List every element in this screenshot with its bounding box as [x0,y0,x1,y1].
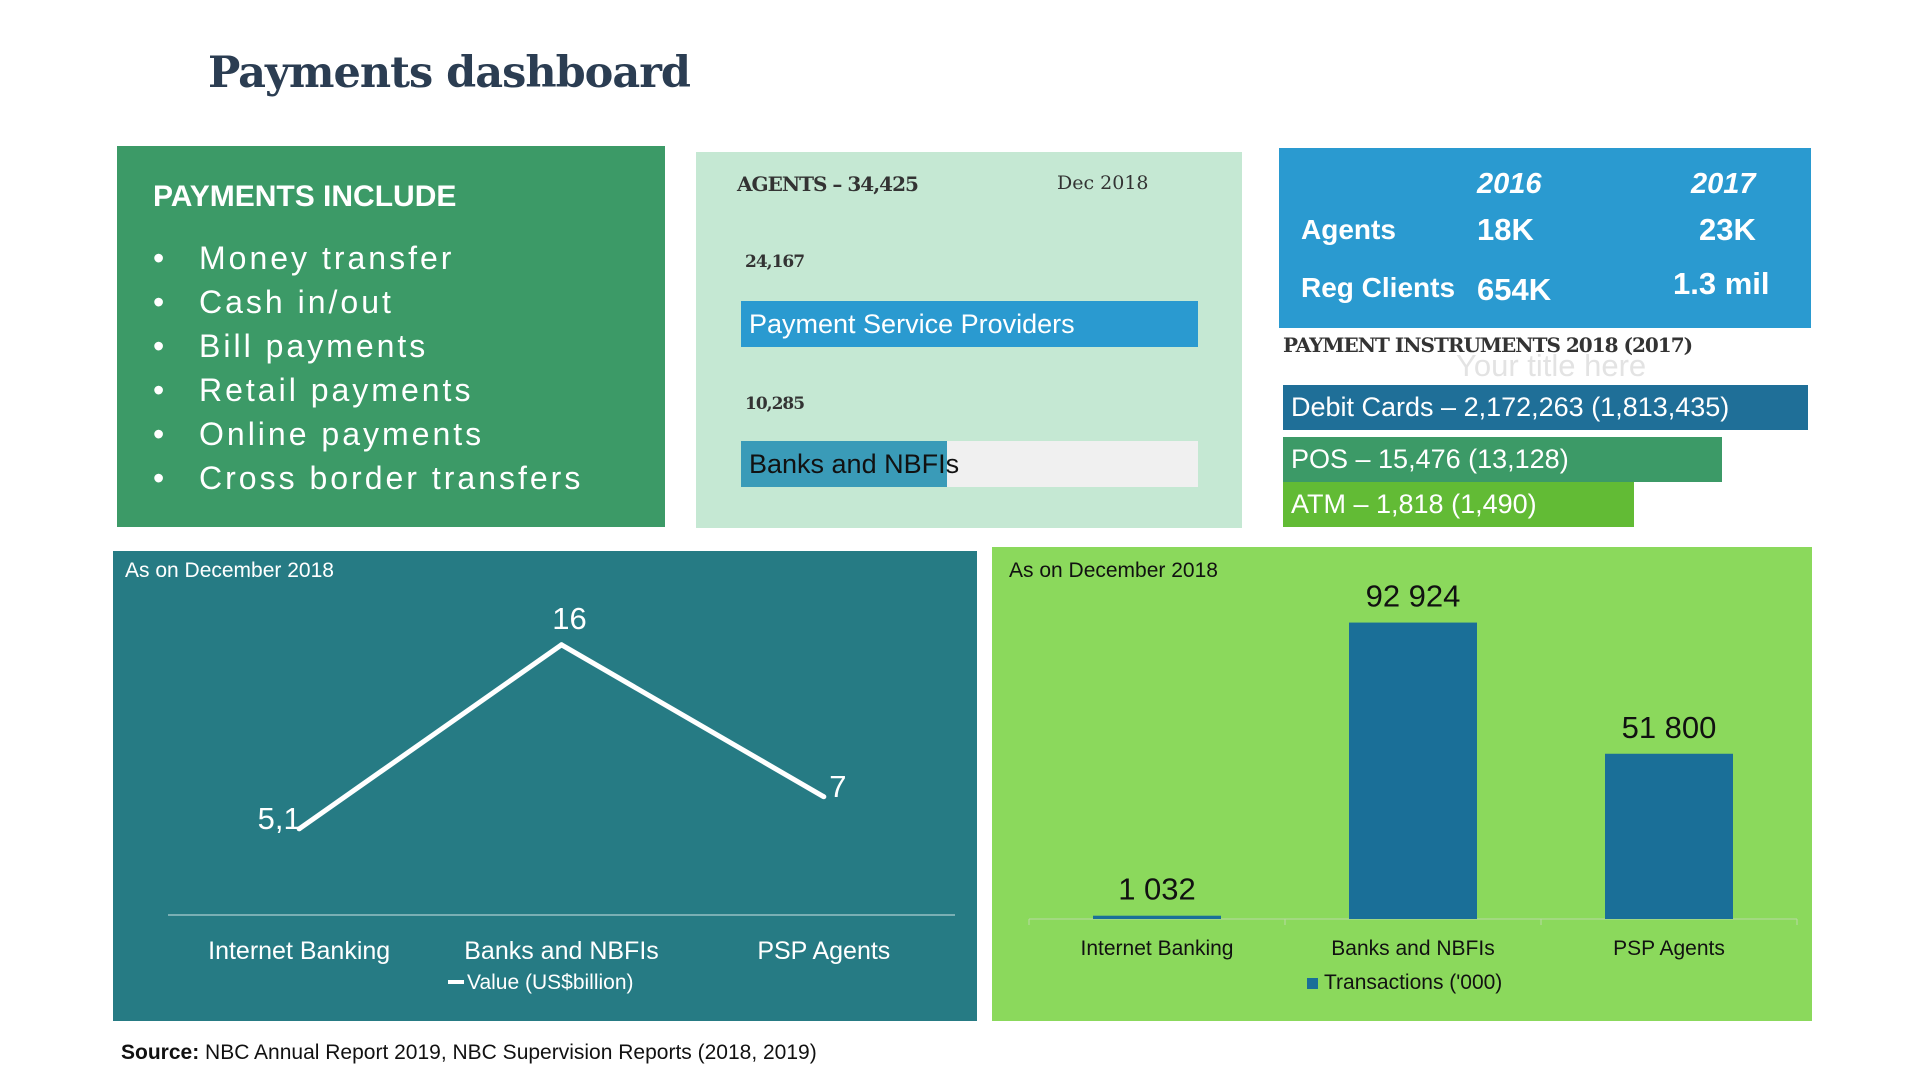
payments-include-item-label: Bill payments [199,328,429,364]
value-x-tick-label: PSP Agents [757,937,890,965]
payments-include-list: • Money transfer • Cash in/out • Bill payment… [153,236,583,500]
value-data-label: 7 [829,769,846,804]
instruments-title: PAYMENT INSTRUMENTS 2018 (2017) [1283,333,1693,357]
source-note: Source: NBC Annual Report 2019, NBC Supe… [121,1041,817,1065]
transactions-x-tick-label: Banks and NBFIs [1331,937,1494,960]
stats-year-2017: 2017 [1691,168,1756,200]
payments-include-item: • Money transfer [153,236,583,280]
transactions-legend-swatch [1307,978,1318,989]
value-data-point [821,794,827,800]
payments-include-item: • Retail payments [153,368,583,412]
value-legend-label: Value (US$billion) [467,971,634,994]
bullet-icon: • [153,284,168,320]
banks-agents-bar: Banks and NBFIs [741,441,1198,487]
transactions-x-tick-label: Internet Banking [1081,937,1234,960]
transactions-data-label: 1 032 [1118,872,1196,907]
payments-include-panel: PAYMENTS INCLUDE • Money transfer • Cash in… [117,146,665,527]
value-legend-swatch [448,980,464,984]
transactions-x-tick-label: PSP Agents [1613,937,1725,960]
stats-reg-clients-2017: 1.3 mil [1673,266,1770,301]
instrument-bar-atm: ATM – 1,818 (1,490) [1283,482,1634,527]
payments-include-item-label: Online payments [199,416,485,452]
stats-row-agents-label: Agents [1301,214,1396,245]
value-series-line [297,642,826,831]
payments-include-item-label: Cross border transfers [199,460,584,496]
transactions-legend-label: Transactions ('000) [1324,971,1502,994]
value-chart-subtitle: As on December 2018 [125,559,334,582]
banks-agents-value: 10,285 [745,394,805,414]
value-x-tick-label: Internet Banking [208,937,390,965]
bullet-icon: • [153,460,168,496]
payments-include-item: • Cash in/out [153,280,583,324]
stats-year-2016: 2016 [1477,168,1542,200]
transactions-bar [1349,622,1477,919]
stats-row-reg-clients-label: Reg Clients [1301,272,1456,303]
transactions-bar-chart-panel: 1 032 92 924 51 800 Internet Banking Banks a… [992,547,1812,1021]
stats-agents-2017: 23K [1699,212,1756,247]
instruments-placeholder-title: Your title here [1456,348,1647,383]
payments-include-item-label: Retail payments [199,372,474,408]
agents-panel: AGENTS – 34,425 Dec 2018 24,167 Payment … [696,152,1242,528]
payments-include-item: • Bill payments [153,324,583,368]
payments-include-item: • Online payments [153,412,583,456]
value-line-chart: 5,1 16 7 Internet Banking Banks and NBFIs PSP… [168,601,955,994]
transactions-bar [1093,915,1221,919]
stats-reg-clients-2016: 654K [1477,272,1552,307]
page-title: Payments dashboard [208,48,691,98]
transactions-data-label: 92 924 [1366,579,1461,614]
value-data-label: 5,1 [258,801,301,836]
payments-include-heading: PAYMENTS INCLUDE [153,180,457,213]
psp-agents-bar-fill [741,301,1198,347]
agents-date: Dec 2018 [1057,172,1149,194]
value-line-chart-panel: 5,1 16 7 Internet Banking Banks and NBFIs PSP… [113,551,977,1021]
instrument-bar-debit-cards: Debit Cards – 2,172,263 (1,813,435) [1283,385,1808,430]
psp-agents-bar: Payment Service Providers [741,301,1198,347]
bullet-icon: • [153,240,168,276]
bullet-icon: • [153,416,168,452]
psp-agents-label: Payment Service Providers [749,309,1075,339]
stats-agents-2016: 18K [1477,212,1534,247]
source-label: Source: [121,1041,200,1064]
value-data-label: 16 [552,601,586,636]
bullet-icon: • [153,372,168,408]
transactions-bar-chart: 1 032 92 924 51 800 Internet Banking Banks a… [1028,579,1798,994]
bullet-icon: • [153,328,168,364]
transactions-chart-subtitle: As on December 2018 [1009,559,1218,582]
agents-title: AGENTS – 34,425 [737,172,919,196]
value-x-tick-label: Banks and NBFIs [464,937,659,965]
transactions-bar [1605,753,1733,919]
payments-include-item-label: Cash in/out [199,284,394,320]
psp-agents-value: 24,167 [745,252,805,272]
value-data-point [296,826,302,832]
value-data-point [559,642,564,648]
agents-clients-stats-table: 2016 2017 Agents 18K 23K Reg Clients 654… [1279,148,1811,328]
payments-include-item-label: Money transfer [199,240,455,276]
instrument-bar-pos: POS – 15,476 (13,128) [1283,437,1722,482]
transactions-data-label: 51 800 [1622,710,1717,745]
payments-include-item: • Cross border transfers [153,456,583,500]
banks-agents-label: Banks and NBFIs [749,449,960,479]
banks-agents-bar-fill [741,441,947,487]
source-text: NBC Annual Report 2019, NBC Supervision … [199,1041,817,1064]
